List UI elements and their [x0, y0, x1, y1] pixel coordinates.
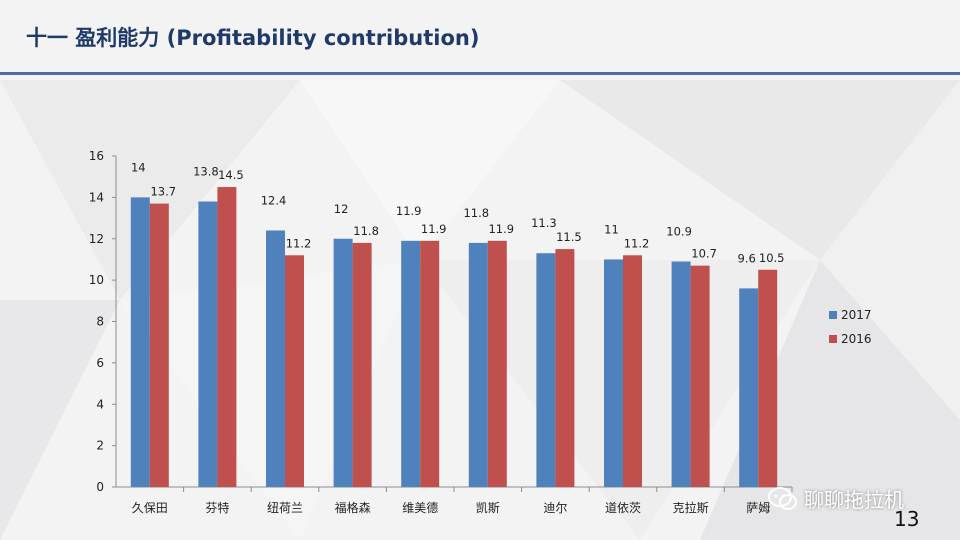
legend-label-2017: 2017	[841, 308, 872, 322]
bar-2016	[149, 203, 169, 488]
bar-2016	[217, 187, 237, 487]
data-label-2017: 12.4	[261, 193, 287, 207]
bar-2017	[468, 242, 488, 487]
data-label-2016: 10.7	[691, 247, 717, 261]
bar-2016	[487, 240, 507, 487]
data-label-2017: 10.9	[666, 225, 692, 239]
x-tick-label: 久保田	[132, 501, 168, 515]
bar-2017	[604, 259, 623, 487]
y-tick-label: 8	[96, 315, 104, 329]
data-label-2016: 11.5	[556, 230, 582, 244]
y-tick-label: 2	[96, 439, 104, 453]
x-tick-label: 萨姆	[746, 501, 770, 515]
x-axis: 久保田 芬特 纽荷兰 福格森 维美德 凯斯 迪尔 道依茨 克拉斯 萨姆	[116, 486, 793, 515]
bar-2016	[555, 249, 575, 487]
legend-swatch-2016	[829, 335, 837, 343]
x-tick-label: 维美德	[402, 500, 438, 515]
data-label-2016: 13.7	[150, 185, 176, 199]
bar-2017	[130, 197, 150, 487]
bar-2017	[333, 238, 353, 487]
x-tick-label: 克拉斯	[673, 500, 709, 515]
data-label-2016: 14.5	[218, 168, 244, 182]
bar-2016	[690, 265, 710, 487]
data-label-2016: 11.8	[353, 224, 379, 238]
data-label-2017: 11.8	[463, 206, 489, 220]
y-tick-label: 6	[96, 356, 104, 370]
x-tick-label: 迪尔	[543, 500, 567, 515]
bar-2017	[266, 230, 285, 487]
x-tick-label: 凯斯	[476, 501, 500, 515]
data-label-2016: 11.2	[624, 236, 650, 250]
y-tick-label: 10	[89, 273, 104, 287]
data-label-2017: 12	[334, 202, 349, 216]
bar-2016	[285, 255, 304, 487]
data-label-2016: 11.9	[488, 222, 514, 236]
watermark-text: 聊聊拖拉机	[804, 488, 904, 512]
y-tick-label: 14	[89, 190, 104, 204]
data-label-2016: 11.2	[286, 236, 312, 250]
title-divider	[0, 72, 960, 75]
data-labels: 14 13.8 12.4 12 11.9 11.8 11.3 11 10.9 9.6 13.7 14.…	[131, 160, 785, 265]
bar-2016	[623, 255, 642, 487]
data-label-2017: 11	[604, 222, 619, 236]
bar-2017	[739, 288, 759, 487]
bar-2016	[758, 269, 778, 487]
slide-title: 十一 盈利能力 (Profitability contribution)	[26, 26, 480, 50]
y-tick-label: 16	[89, 149, 104, 163]
watermark: 聊聊拖拉机	[768, 484, 904, 513]
data-label-2017: 9.6	[738, 251, 756, 265]
bar-2017	[671, 261, 691, 487]
legend: 2017 2016	[829, 308, 872, 346]
y-tick-label: 0	[96, 480, 104, 494]
y-axis: 0 2 4 6 8 10 12 14 16	[89, 149, 117, 494]
y-tick-label: 4	[96, 397, 104, 411]
legend-label-2016: 2016	[841, 332, 872, 346]
x-tick-label: 福格森	[335, 500, 371, 515]
wechat-icon	[768, 486, 798, 511]
page-number: 13	[894, 507, 920, 531]
data-label-2017: 11.3	[531, 216, 557, 230]
data-label-2017: 13.8	[193, 165, 219, 179]
data-label-2016: 11.9	[421, 222, 447, 236]
data-label-2017: 14	[131, 160, 146, 174]
bar-2016	[420, 240, 440, 487]
y-tick-label: 12	[89, 232, 104, 246]
data-label-2016: 10.5	[759, 251, 785, 265]
data-label-2017: 11.9	[396, 204, 422, 218]
legend-swatch-2017	[829, 311, 837, 319]
bar-2017	[536, 253, 556, 487]
bars	[130, 187, 778, 488]
x-tick-label: 纽荷兰	[267, 501, 303, 515]
bar-2016	[352, 242, 372, 487]
bar-2017	[198, 201, 218, 487]
x-tick-label: 芬特	[205, 500, 229, 515]
bar-2017	[401, 240, 421, 487]
x-tick-label: 道依茨	[605, 500, 641, 515]
